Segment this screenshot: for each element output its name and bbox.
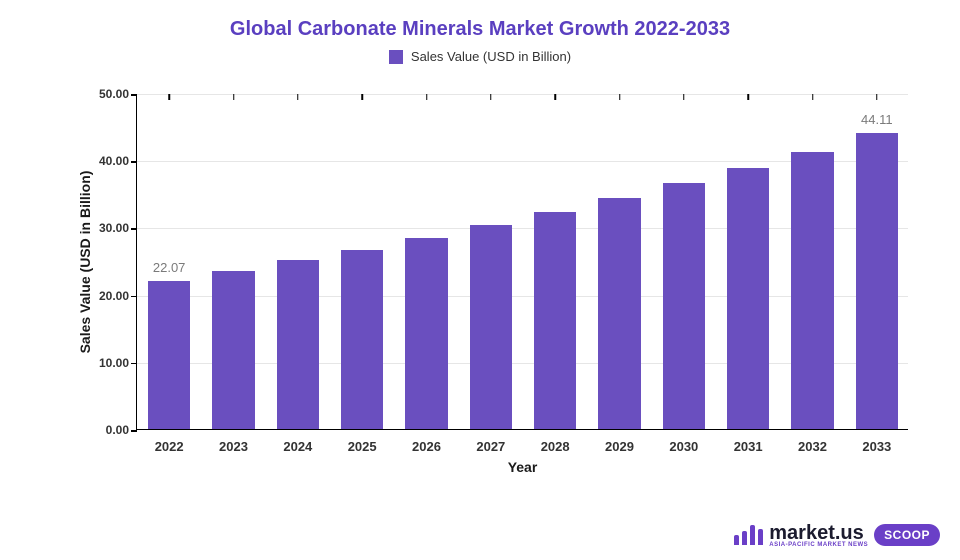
- ytick-label: 20.00: [99, 289, 137, 303]
- logo-text-block: market.us ASIA-PACIFIC MARKET NEWS: [769, 522, 868, 548]
- ytick-label: 10.00: [99, 356, 137, 370]
- xtick-mark: [490, 94, 492, 100]
- xtick-label: 2033: [862, 429, 891, 454]
- bar: [212, 271, 254, 429]
- logo-bar: [758, 529, 763, 545]
- xtick-mark: [747, 94, 749, 100]
- bar-value-label: 22.07: [153, 260, 186, 281]
- xtick-label: 2022: [155, 429, 184, 454]
- ytick-label: 30.00: [99, 221, 137, 235]
- xtick-label: 2029: [605, 429, 634, 454]
- y-axis-label: Sales Value (USD in Billion): [77, 170, 93, 353]
- logo-subtitle: ASIA-PACIFIC MARKET NEWS: [769, 542, 868, 548]
- logo-bar: [734, 535, 739, 545]
- xtick-mark: [812, 94, 814, 100]
- ytick-label: 50.00: [99, 87, 137, 101]
- xtick-label: 2030: [669, 429, 698, 454]
- bar: 22.07: [148, 281, 190, 429]
- ytick-label: 0.00: [106, 423, 137, 437]
- bar: [341, 250, 383, 429]
- bar: [470, 225, 512, 429]
- bar: [534, 212, 576, 429]
- bar: 44.11: [856, 133, 898, 429]
- xtick-label: 2024: [283, 429, 312, 454]
- xtick-mark: [168, 94, 170, 100]
- xtick-label: 2023: [219, 429, 248, 454]
- xtick-mark: [554, 94, 556, 100]
- legend: Sales Value (USD in Billion): [0, 49, 960, 69]
- bar: [277, 260, 319, 429]
- bar: [663, 183, 705, 429]
- xtick-mark: [683, 94, 685, 100]
- xtick-mark: [297, 94, 299, 100]
- xtick-label: 2031: [734, 429, 763, 454]
- logo-bar: [750, 525, 755, 545]
- logo-bar: [742, 531, 747, 545]
- xtick-mark: [876, 94, 878, 100]
- logo-badge: SCOOP: [874, 524, 940, 546]
- chart-container: Global Carbonate Minerals Market Growth …: [0, 0, 960, 560]
- bar: [791, 152, 833, 429]
- legend-swatch: [389, 50, 403, 64]
- xtick-mark: [361, 94, 363, 100]
- xtick-label: 2027: [476, 429, 505, 454]
- legend-label: Sales Value (USD in Billion): [411, 49, 571, 64]
- ytick-label: 40.00: [99, 154, 137, 168]
- x-axis-label: Year: [508, 459, 538, 475]
- bar: [405, 238, 447, 429]
- chart-area: Sales Value (USD in Billion) Year 0.0010…: [88, 94, 908, 474]
- xtick-label: 2028: [541, 429, 570, 454]
- plot-region: Sales Value (USD in Billion) Year 0.0010…: [136, 94, 908, 430]
- gridline: [137, 94, 908, 95]
- logo-bars-icon: [734, 525, 763, 545]
- brand-logo: market.us ASIA-PACIFIC MARKET NEWS SCOOP: [734, 522, 940, 548]
- xtick-mark: [619, 94, 621, 100]
- xtick-label: 2026: [412, 429, 441, 454]
- bar: [727, 168, 769, 429]
- bar: [598, 198, 640, 429]
- legend-item: Sales Value (USD in Billion): [389, 49, 571, 64]
- xtick-label: 2032: [798, 429, 827, 454]
- xtick-mark: [426, 94, 428, 100]
- xtick-label: 2025: [348, 429, 377, 454]
- chart-title: Global Carbonate Minerals Market Growth …: [0, 0, 960, 49]
- xtick-mark: [233, 94, 235, 100]
- bar-value-label: 44.11: [861, 112, 893, 133]
